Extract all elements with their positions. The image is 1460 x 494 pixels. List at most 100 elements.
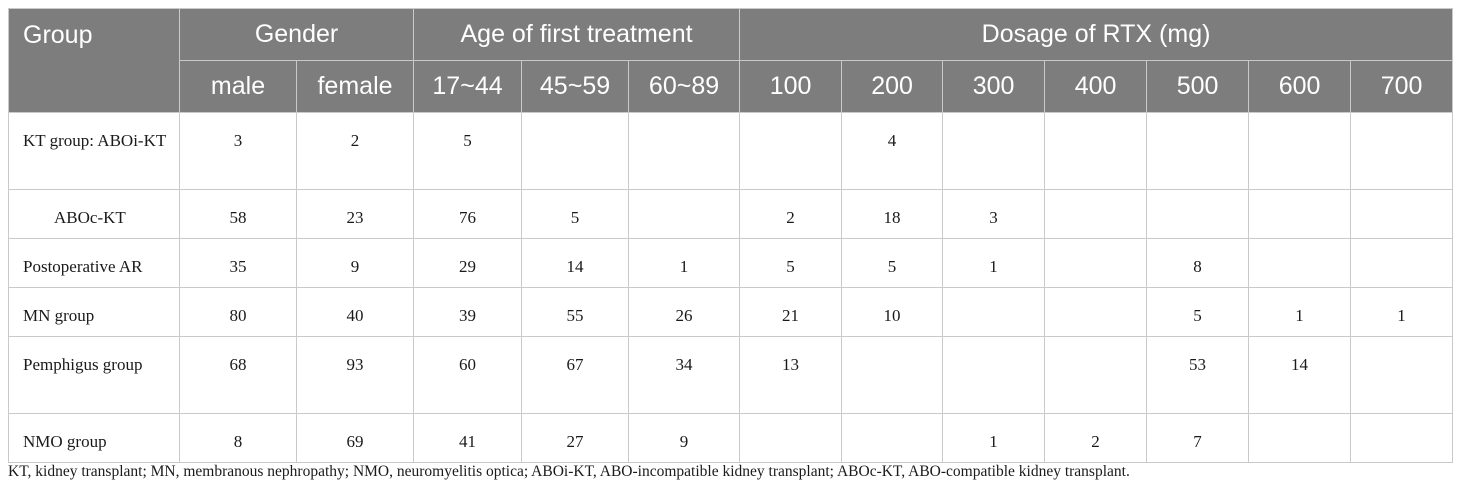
table-cell: 2 [1044, 413, 1148, 463]
header-dose-700: 700 [1350, 60, 1454, 113]
table-cell: 26 [628, 287, 741, 337]
table-cell [1350, 112, 1454, 190]
table-cell: 8 [1146, 238, 1250, 288]
header-age-60-89: 60~89 [628, 60, 741, 113]
table-cell: 10 [841, 287, 944, 337]
header-age-17-44: 17~44 [413, 60, 523, 113]
table-cell: 35 [179, 238, 297, 288]
header-dose-300: 300 [942, 60, 1046, 113]
table-row: ABOc-KT 58 23 76 5 2 18 3 [8, 189, 1454, 239]
table-cell [628, 189, 741, 239]
row-label: Pemphigus group [8, 336, 180, 414]
table-cell: 23 [295, 189, 415, 239]
table-cell [628, 112, 741, 190]
table-cell: 3 [942, 189, 1046, 239]
table-cell: 41 [413, 413, 523, 463]
table-cell: 7 [1146, 413, 1250, 463]
table-cell: 34 [628, 336, 741, 414]
table-cell: 29 [413, 238, 523, 288]
table-cell: 1 [942, 238, 1046, 288]
table-cell [1146, 112, 1250, 190]
header-male: male [179, 60, 297, 113]
table-row: Postoperative AR 35 9 29 14 1 5 5 1 8 [8, 238, 1454, 288]
table-cell [1044, 336, 1148, 414]
table-cell [942, 112, 1046, 190]
table-cell [942, 287, 1046, 337]
table-cell [1350, 238, 1454, 288]
table-cell: 1 [1248, 287, 1352, 337]
table-row: MN group 80 40 39 55 26 21 10 5 1 1 [8, 287, 1454, 337]
table-cell: 14 [521, 238, 630, 288]
table-cell [1044, 112, 1148, 190]
header-female: female [295, 60, 415, 113]
table-cell [1248, 238, 1352, 288]
table-cell [739, 413, 843, 463]
header-group: Group [8, 8, 180, 113]
header-dosage: Dosage of RTX (mg) [739, 8, 1454, 61]
table-cell: 40 [295, 287, 415, 337]
data-table: Group Gender Age of first treatment Dosa… [8, 8, 1454, 463]
table-cell [1350, 413, 1454, 463]
header-dose-500: 500 [1146, 60, 1250, 113]
table-cell [1044, 189, 1148, 239]
row-label: MN group [8, 287, 180, 337]
header-dose-400: 400 [1044, 60, 1148, 113]
table-cell: 5 [413, 112, 523, 190]
table-cell: 1 [1350, 287, 1454, 337]
table-cell: 1 [942, 413, 1046, 463]
table-cell [841, 413, 944, 463]
table-cell [841, 336, 944, 414]
table-cell: 9 [295, 238, 415, 288]
data-table-container: Group Gender Age of first treatment Dosa… [8, 8, 1454, 463]
table-cell [1350, 336, 1454, 414]
header-gender: Gender [178, 8, 415, 61]
table-cell: 93 [295, 336, 415, 414]
table-cell: 5 [739, 238, 843, 288]
table-cell: 5 [521, 189, 630, 239]
table-cell: 80 [179, 287, 297, 337]
table-cell: 4 [841, 112, 944, 190]
row-label: ABOc-KT [8, 189, 180, 239]
table-cell: 14 [1248, 336, 1352, 414]
table-cell: 1 [628, 238, 741, 288]
table-cell [521, 112, 630, 190]
table-footnote: KT, kidney transplant; MN, membranous ne… [8, 463, 1130, 480]
table-cell [942, 336, 1046, 414]
row-label: KT group: ABOi-KT [8, 112, 180, 190]
table-row: KT group: ABOi-KT 3 2 5 4 [8, 112, 1454, 190]
header-row-1: Group Gender Age of first treatment Dosa… [8, 8, 1454, 113]
table-cell [1350, 189, 1454, 239]
header-age: Age of first treatment [413, 8, 741, 61]
table-cell: 5 [1146, 287, 1250, 337]
table-cell [1248, 112, 1352, 190]
table-cell: 55 [521, 287, 630, 337]
table-cell [1248, 413, 1352, 463]
table-cell: 67 [521, 336, 630, 414]
header-dose-200: 200 [841, 60, 944, 113]
table-cell: 3 [179, 112, 297, 190]
table-cell: 5 [841, 238, 944, 288]
table-cell [1044, 287, 1148, 337]
table-cell [739, 112, 843, 190]
table-cell: 2 [739, 189, 843, 239]
table-cell: 27 [521, 413, 630, 463]
table-cell: 39 [413, 287, 523, 337]
table-cell: 9 [628, 413, 741, 463]
table-cell: 53 [1146, 336, 1250, 414]
table-cell: 68 [179, 336, 297, 414]
header-dose-100: 100 [739, 60, 843, 113]
table-cell [1248, 189, 1352, 239]
table-row: NMO group 8 69 41 27 9 1 2 7 [8, 413, 1454, 463]
table-cell [1044, 238, 1148, 288]
header-dose-600: 600 [1248, 60, 1352, 113]
table-cell: 58 [179, 189, 297, 239]
table-cell [1146, 189, 1250, 239]
table-cell: 8 [179, 413, 297, 463]
row-label: Postoperative AR [8, 238, 180, 288]
table-cell: 18 [841, 189, 944, 239]
table-cell: 13 [739, 336, 843, 414]
row-label: NMO group [8, 413, 180, 463]
header-age-45-59: 45~59 [521, 60, 630, 113]
header-row-2: male female 17~44 45~59 60~89 100 200 30… [9, 60, 1454, 113]
table-cell: 69 [295, 413, 415, 463]
